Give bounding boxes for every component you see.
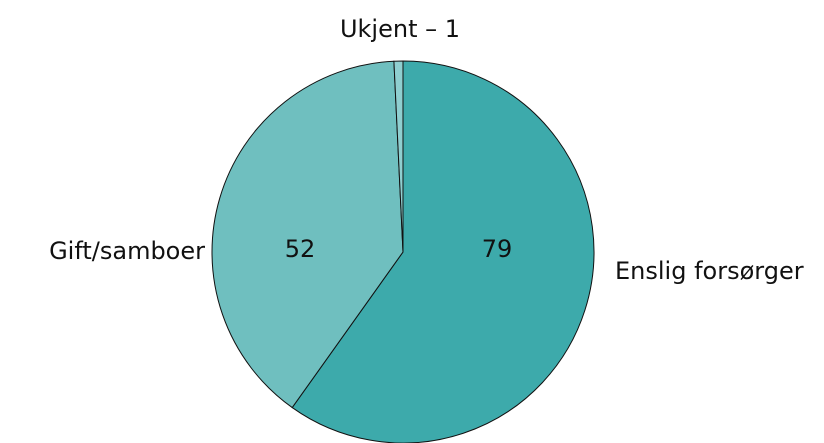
pie-slice <box>291 60 595 443</box>
pie-slice <box>211 60 404 409</box>
pie-slice <box>393 60 404 253</box>
category-label: Enslig forsørger <box>615 257 804 285</box>
category-label: Ukjent – 1 <box>340 15 460 43</box>
category-label: Gift/samboer <box>49 237 205 265</box>
value-label: 79 <box>482 235 513 263</box>
value-label: 52 <box>285 235 316 263</box>
